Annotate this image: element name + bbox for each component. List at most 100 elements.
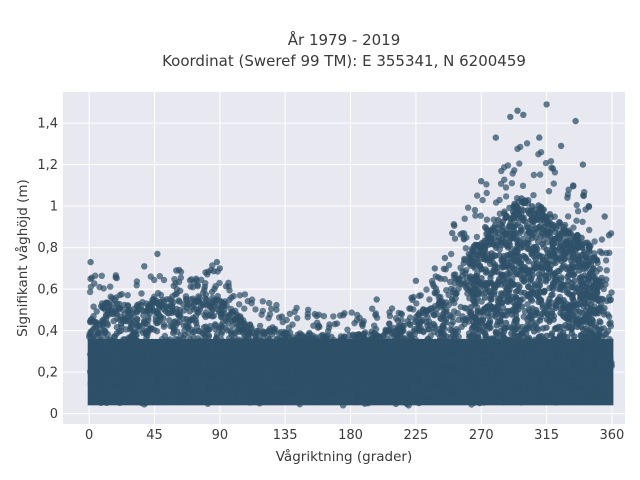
data-point [129, 317, 136, 324]
data-point [156, 273, 163, 280]
data-point [140, 351, 147, 358]
data-point [492, 199, 500, 206]
data-point [423, 286, 430, 293]
data-point [496, 360, 503, 368]
data-point [494, 268, 501, 276]
data-point [122, 317, 129, 324]
data-point [259, 307, 266, 315]
data-point [511, 374, 518, 381]
data-point [501, 348, 508, 355]
data-point [98, 362, 106, 369]
data-point [444, 379, 451, 387]
outlier-point [514, 107, 521, 114]
data-point [374, 346, 381, 353]
data-point [168, 302, 176, 309]
data-point [524, 236, 532, 244]
data-point [457, 231, 464, 238]
data-point [498, 264, 506, 271]
data-point [550, 180, 557, 187]
data-point [496, 210, 504, 217]
data-point [225, 279, 232, 286]
data-point [479, 389, 486, 396]
outlier-point [173, 267, 180, 274]
data-point [143, 334, 150, 341]
data-point [318, 377, 325, 384]
data-point [544, 220, 551, 228]
data-point [561, 255, 569, 263]
data-point [91, 280, 98, 287]
data-point [478, 266, 485, 273]
data-point [531, 311, 539, 319]
data-point [476, 384, 483, 391]
data-point [555, 255, 563, 262]
data-point [568, 395, 575, 402]
data-point [154, 289, 162, 297]
data-point [517, 354, 524, 361]
data-point [530, 328, 538, 335]
data-point [482, 335, 489, 342]
data-point [430, 328, 438, 336]
data-point [197, 348, 205, 355]
data-point [358, 357, 365, 365]
data-point [459, 272, 466, 279]
data-point [348, 371, 355, 378]
data-point [173, 286, 181, 293]
data-point [435, 274, 442, 281]
data-point [514, 241, 522, 248]
data-point [522, 197, 529, 205]
data-point [535, 298, 542, 306]
data-point [420, 306, 427, 313]
data-point [603, 267, 610, 274]
data-point [150, 326, 158, 333]
data-point [160, 298, 168, 305]
data-point [256, 322, 264, 330]
data-point [161, 344, 168, 352]
data-point [506, 222, 513, 229]
data-point [579, 397, 586, 404]
data-point [426, 296, 433, 303]
outlier-point [412, 277, 420, 284]
data-point [453, 351, 460, 358]
x-tick-label: 225 [403, 428, 428, 443]
data-point [215, 387, 222, 394]
data-point [517, 143, 524, 151]
data-point [469, 370, 476, 377]
data-point [266, 363, 273, 371]
data-point [116, 384, 123, 391]
data-point [499, 223, 506, 230]
data-point [537, 274, 544, 281]
data-point [477, 242, 484, 249]
data-point [492, 222, 499, 229]
data-point [491, 395, 498, 403]
data-point [375, 369, 382, 376]
data-point [202, 295, 209, 302]
data-point [516, 283, 523, 291]
outlier-point [216, 265, 223, 272]
data-point [457, 303, 464, 311]
data-point [537, 355, 544, 363]
data-point [186, 277, 194, 284]
data-point [100, 378, 107, 385]
data-point [134, 348, 142, 355]
data-point [495, 234, 502, 242]
data-point [138, 290, 145, 297]
data-point [535, 224, 543, 231]
data-point [574, 398, 582, 405]
data-point [160, 276, 168, 284]
data-point [160, 305, 167, 313]
data-point [477, 212, 484, 219]
data-point [555, 368, 562, 376]
data-point [266, 335, 273, 343]
data-point [561, 364, 568, 371]
data-point [183, 387, 190, 394]
data-point [312, 367, 319, 374]
data-point [238, 366, 246, 373]
data-point [507, 229, 514, 236]
data-point [502, 193, 510, 200]
data-point [472, 361, 479, 368]
data-point [266, 398, 273, 405]
data-point [570, 377, 577, 384]
data-point [382, 326, 389, 333]
data-point [471, 206, 479, 214]
data-point [568, 350, 576, 358]
